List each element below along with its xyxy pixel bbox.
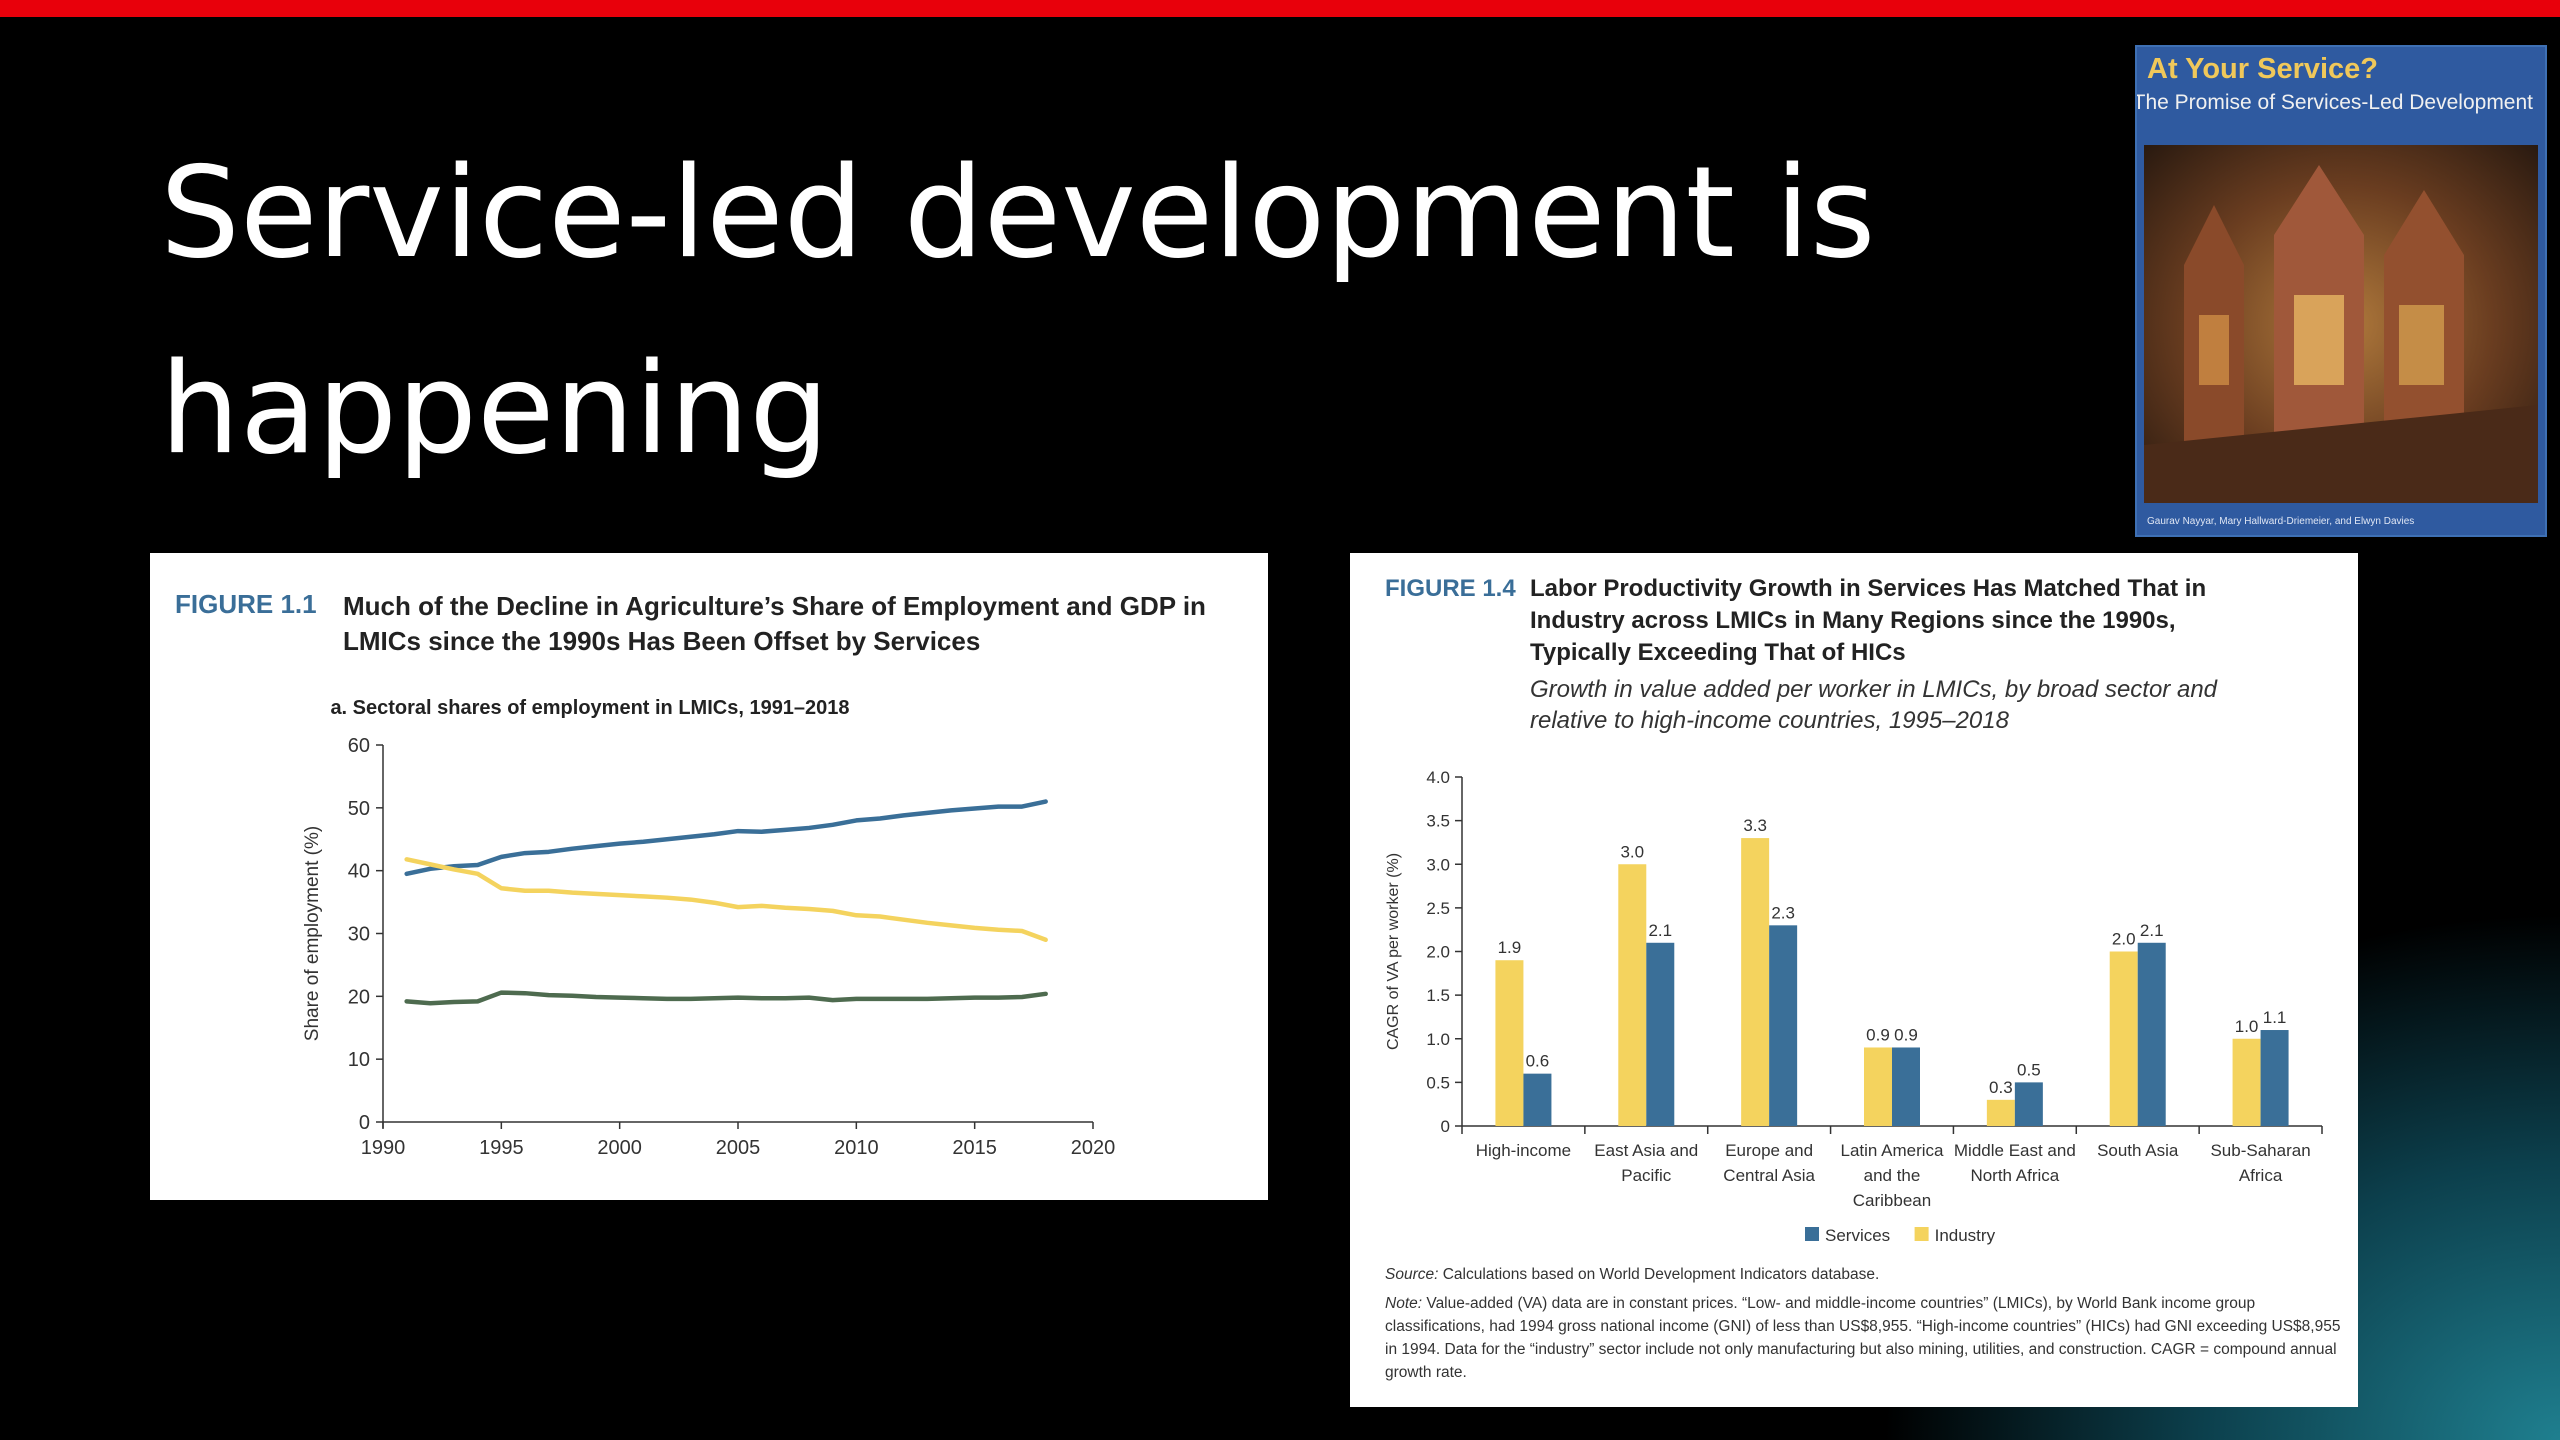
legend-label-industry: Industry [1935,1226,1996,1245]
y-axis-label: CAGR of VA per worker (%) [1385,853,1402,1050]
note-text: Value-added (VA) data are in constant pr… [1385,1295,2341,1381]
bar-value-label: 1.0 [2235,1017,2259,1036]
book-cover: At Your Service? The Promise of Services… [2135,45,2547,537]
source-text: Calculations based on World Development … [1442,1266,1880,1283]
bar-services [1769,925,1798,1126]
bar-value-label: 2.3 [1771,903,1795,922]
y-tick-label: 0 [359,1112,370,1134]
y-tick-label: 0 [1441,1117,1450,1136]
bar-value-label: 3.3 [1743,816,1767,835]
x-tick-label: 1990 [361,1137,406,1159]
x-tick-label: 1995 [479,1137,524,1159]
y-tick-label: 60 [348,735,370,757]
y-tick-label: 30 [348,924,370,946]
bar-industry [1986,1099,2015,1126]
y-tick-label: 20 [348,986,370,1008]
top-accent-bar [0,0,2560,17]
figure-1-4-label: FIGURE 1.4 [1385,575,1516,602]
y-tick-label: 10 [348,1049,370,1071]
bar-value-label: 2.0 [2112,930,2136,949]
category-label: East Asia and [1594,1141,1698,1160]
bar-value-label: 2.1 [1648,921,1672,940]
bar-services [1523,1073,1552,1126]
bar-industry [2232,1038,2261,1126]
category-label: Pacific [1621,1166,1672,1185]
legend-label-services: Services [1825,1226,1890,1245]
y-tick-label: 2.0 [1426,943,1450,962]
slide-title: Service-led development is happening [160,139,1876,482]
source-line: Source: Calculations based on World Deve… [1385,1263,2345,1286]
book-cover-title: At Your Service? [2147,53,2379,85]
bar-value-label: 0.5 [2017,1060,2041,1079]
x-tick-label: 2020 [1071,1137,1116,1159]
category-label: Middle East and [1954,1141,2076,1160]
category-label: Caribbean [1853,1191,1931,1210]
category-label: North Africa [1970,1166,2059,1185]
x-tick-label: 2015 [952,1137,997,1159]
bar-value-label: 0.9 [1894,1025,1918,1044]
category-label: South Asia [2097,1141,2179,1160]
category-label: Africa [2239,1166,2283,1185]
figure-1-1-title: Much of the Decline in Agriculture’s Sha… [343,591,1206,656]
bar-value-label: 1.1 [2263,1008,2287,1027]
y-tick-label: 1.0 [1426,1030,1450,1049]
x-tick-label: 2005 [716,1137,761,1159]
bar-industry [1495,960,1524,1126]
bar-services [1892,1047,1920,1126]
category-label: and the [1864,1166,1921,1185]
category-label: Sub-Saharan [2210,1141,2310,1160]
figure-1-1-label: FIGURE 1.1 [175,589,317,619]
y-tick-label: 3.5 [1426,812,1450,831]
bar-industry [1741,838,1770,1126]
y-tick-label: 1.5 [1426,986,1450,1005]
bar-value-label: 0.6 [1526,1052,1550,1071]
book-cover-subtitle: The Promise of Services-Led Development [2135,91,2533,114]
bar-services [2137,942,2166,1126]
bar-value-label: 0.9 [1866,1025,1890,1044]
bar-services [1646,942,1675,1126]
note-label: Note: [1385,1295,1423,1312]
figure-1-4-subtitle: Growth in value added per worker in LMIC… [1530,676,2218,734]
figure-1-4-notes: Source: Calculations based on World Deve… [1385,1263,2345,1390]
figure-1-4-panel: FIGURE 1.4 Labor Productivity Growth in … [1350,553,2358,1407]
bar-value-label: 0.3 [1989,1078,2013,1097]
bar-industry [1618,864,1647,1126]
y-tick-label: 40 [348,861,370,883]
book-cover-artwork [2144,145,2538,503]
source-label: Source: [1385,1266,1439,1283]
bar-services [2014,1082,2043,1126]
series-line-industry [404,857,1048,943]
bar-industry [2109,951,2138,1126]
category-label: Europe and [1725,1141,1813,1160]
category-label: High-income [1476,1141,1571,1160]
category-label: Central Asia [1723,1166,1815,1185]
x-tick-label: 2000 [597,1137,642,1159]
bar-value-label: 3.0 [1620,842,1644,861]
figure-1-4-title: Labor Productivity Growth in Services Ha… [1530,575,2207,666]
bar-services [2260,1030,2289,1126]
productivity-growth-bar-chart: 0 0.5 1.0 1.5 2.0 2.5 3.0 3.5 4.0 CAGR of VA per … [1385,768,2323,1245]
book-cover-authors: Gaurav Nayyar, Mary Hallward-Driemeier, … [2147,516,2415,527]
chart-1-title: a. Sectoral shares of employment in LMIC… [330,697,849,719]
y-tick-label: 3.0 [1426,855,1450,874]
legend-swatch-industry [1914,1227,1929,1241]
series-line-agriculture [404,990,1048,1006]
y-tick-label: 50 [348,798,370,820]
y-tick-label: 0.5 [1426,1073,1450,1092]
bar-industry [1864,1047,1892,1126]
series-line-services [404,799,1048,877]
bar-value-label: 1.9 [1498,938,1522,957]
x-tick-label: 2010 [834,1137,879,1159]
y-tick-label: 2.5 [1426,899,1450,918]
note-line: Note: Value-added (VA) data are in const… [1385,1292,2345,1384]
bar-value-label: 2.1 [2140,921,2164,940]
category-label: Latin America [1841,1141,1945,1160]
y-axis-label: Share of employment (%) [302,826,323,1041]
y-tick-label: 4.0 [1426,768,1450,787]
figure-1-1-panel: FIGURE 1.1 Much of the Decline in Agricu… [150,553,1268,1200]
employment-share-line-chart: a. Sectoral shares of employment in LMIC… [302,697,1116,1159]
legend-swatch-services [1805,1227,1819,1241]
